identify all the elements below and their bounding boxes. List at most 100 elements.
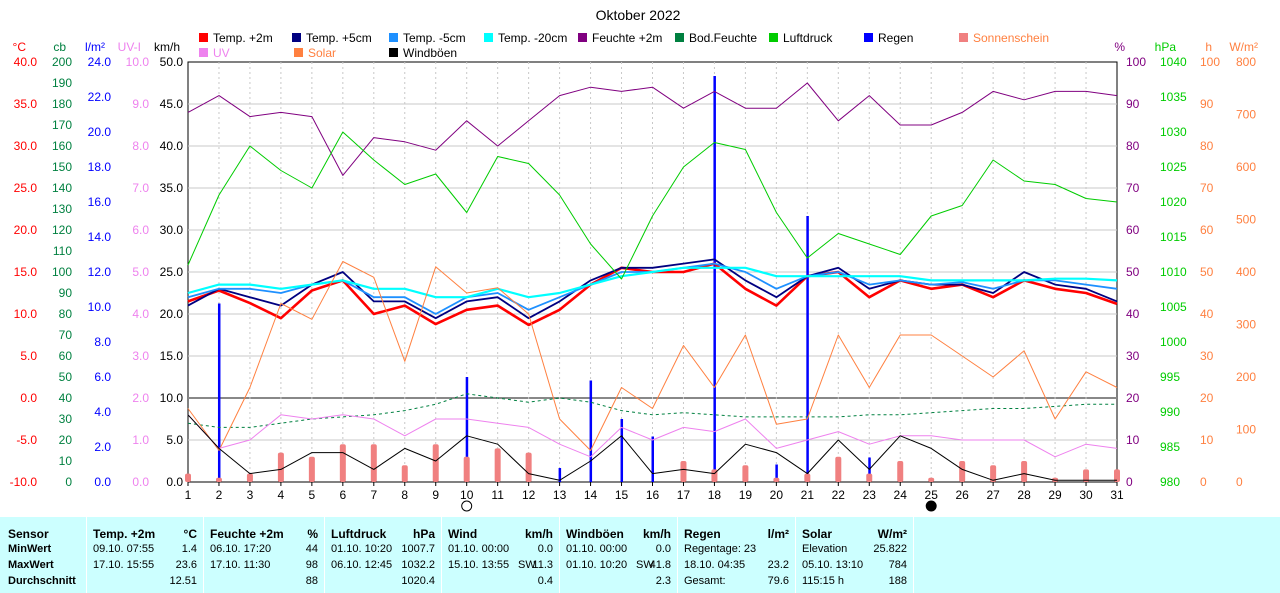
sunshine-bar: [370, 444, 377, 482]
rain-tick-label: 16.0: [88, 195, 112, 209]
sunshine-bar: [1021, 461, 1028, 482]
pressure-tick-label: 1005: [1160, 300, 1187, 314]
temp-tick-label: -5.0: [16, 433, 37, 447]
wind-avg-value: 0.4: [537, 575, 553, 587]
x-tick-label: 28: [1017, 488, 1031, 502]
stats-wind-column: Wind km/h 01.10. 00:00 0.0 15.10. 13:55 …: [442, 517, 559, 593]
rain-tick-label: 10.0: [88, 300, 112, 314]
wind-tick-label: 20.0: [160, 307, 184, 321]
x-tick-label: 16: [646, 488, 660, 502]
sunshine-bar: [432, 444, 439, 482]
sunh-axis-unit: h: [1205, 40, 1212, 54]
sunshine-hours: 115:15 h: [802, 575, 845, 587]
gust-unit: km/h: [642, 527, 671, 541]
solar-unit: W/m²: [877, 527, 907, 541]
pressure-tick-label: 1020: [1160, 195, 1187, 209]
rain-bar: [651, 436, 654, 482]
rain-tick-label: 0.0: [94, 475, 111, 489]
rain-unit: l/m²: [767, 527, 789, 541]
x-tick-label: 9: [432, 488, 439, 502]
uv-tick-label: 2.0: [132, 391, 149, 405]
temp-tick-label: 40.0: [14, 55, 38, 69]
sunshine-bar: [277, 452, 284, 482]
solar-tick-label: 400: [1236, 265, 1256, 279]
legend: Temp. +2m Temp. +5cm Temp. -5cm Temp. -20cm…: [199, 31, 1049, 60]
wind-unit: km/h: [524, 527, 553, 541]
pressure-avg-value: 1020.4: [401, 575, 435, 587]
uv-tick-label: 7.0: [132, 181, 149, 195]
uv-tick-label: 5.0: [132, 265, 149, 279]
legend-swatch: [199, 48, 208, 57]
plot-area: [185, 76, 1120, 482]
humidity-tick-label: 70: [1126, 181, 1140, 195]
solar-header: Solar: [802, 527, 833, 541]
humidity-tick-label: 10: [1126, 433, 1140, 447]
temp-max-time: 17.10. 15:55: [93, 559, 155, 571]
humidity-avg-value: 88: [305, 575, 318, 587]
humidity-tick-label: 100: [1126, 55, 1146, 69]
series-line-temp-5cm: [187, 258, 1118, 320]
cb-tick-label: 80: [59, 307, 73, 321]
legend-label: Temp. +2m: [213, 31, 273, 45]
sunshine-bar: [742, 465, 749, 482]
x-tick-label: 29: [1048, 488, 1062, 502]
sunh-tick-label: 100: [1200, 55, 1220, 69]
humidity-tick-label: 80: [1126, 139, 1140, 153]
sunshine-bar: [1114, 469, 1120, 482]
x-tick-label: 26: [955, 488, 969, 502]
cb-tick-label: 200: [52, 55, 72, 69]
sunh-tick-label: 50: [1200, 265, 1214, 279]
sunshine-bar: [401, 465, 408, 482]
wind-tick-label: 25.0: [160, 265, 184, 279]
temp-tick-label: 30.0: [14, 139, 38, 153]
stats-humidity-column: Feuchte +2m % 06.10. 17:20 44 17.10. 11:…: [204, 517, 324, 593]
cb-tick-label: 0: [65, 475, 72, 489]
uv-tick-label: 3.0: [132, 349, 149, 363]
humidity-axis-unit: %: [1114, 40, 1125, 54]
x-tick-label: 2: [216, 488, 223, 502]
x-tick-label: 13: [553, 488, 567, 502]
legend-label: Windböen: [403, 46, 457, 60]
cb-tick-label: 70: [59, 328, 73, 342]
temp-tick-label: 20.0: [14, 223, 38, 237]
pressure-tick-label: 1040: [1160, 55, 1187, 69]
legend-label: UV: [213, 46, 230, 60]
legend-swatch: [292, 33, 301, 42]
legend-swatch: [864, 33, 873, 42]
weather-chart: Oktober 2022 Temp. +2m Temp. +5cm Temp. -5…: [10, 7, 1258, 512]
x-tick-label: 12: [522, 488, 536, 502]
series-line-feuchte-2m: [187, 82, 1118, 176]
pressure-tick-label: 990: [1160, 405, 1180, 419]
pressure-axis-unit: hPa: [1155, 40, 1177, 54]
gust-min-time: 01.10. 00:00: [566, 543, 628, 555]
uv-tick-label: 9.0: [132, 97, 149, 111]
series-line-uv: [187, 414, 1118, 458]
sunshine-bar: [928, 477, 935, 482]
sunshine-bar: [959, 461, 966, 482]
sunshine-bar: [680, 461, 687, 482]
wind-min-time: 01.10. 00:00: [448, 543, 510, 555]
pressure-min-value: 1007.7: [401, 543, 435, 555]
solar-tick-label: 800: [1236, 55, 1256, 69]
temp-avg-value: 12.51: [169, 575, 197, 587]
sunshine-bar: [990, 465, 997, 482]
rain-total-label: Gesamt:: [684, 575, 726, 587]
x-tick-label: 14: [584, 488, 598, 502]
legend-label: Temp. -5cm: [403, 31, 466, 45]
temp-axis-unit: °C: [13, 40, 27, 54]
x-tick-label: 3: [247, 488, 254, 502]
temp-tick-label: 35.0: [14, 97, 38, 111]
rain-bar: [589, 380, 593, 482]
x-tick-label: 6: [339, 488, 346, 502]
sunshine-bar: [773, 477, 780, 482]
sunh-tick-label: 20: [1200, 391, 1214, 405]
gust-max-direction: SW: [636, 559, 654, 571]
temp-tick-label: 10.0: [14, 307, 38, 321]
sensor-header: Sensor: [8, 527, 49, 541]
rain-tick-label: 14.0: [88, 230, 112, 244]
x-tick-label: 27: [986, 488, 1000, 502]
rain-bar: [217, 303, 221, 482]
x-tick-label: 31: [1110, 488, 1124, 502]
wind-max-time: 15.10. 13:55: [448, 559, 510, 571]
rain-tick-label: 12.0: [88, 265, 112, 279]
